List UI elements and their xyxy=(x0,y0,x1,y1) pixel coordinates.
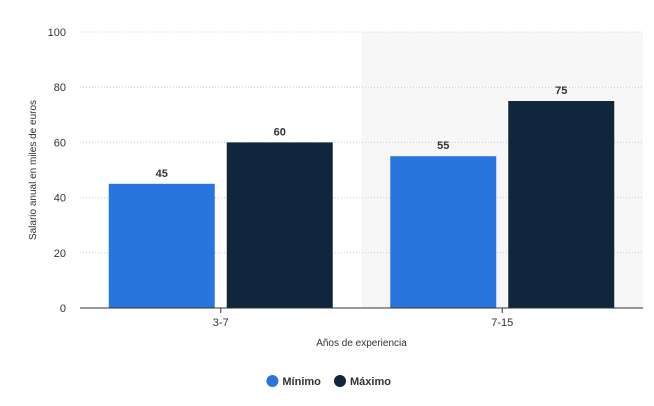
y-tick-label: 80 xyxy=(54,82,66,94)
legend-marker xyxy=(334,375,346,387)
bar-7-15-0[interactable] xyxy=(390,156,497,308)
bars xyxy=(108,101,615,308)
data-label: 45 xyxy=(156,168,168,180)
y-tick-label: 100 xyxy=(48,27,66,39)
x-tick-label: 3-7 xyxy=(213,317,229,329)
x-tick-label: 7-15 xyxy=(491,317,513,329)
x-axis-ticks: 3-7 7-15 xyxy=(213,308,513,329)
x-axis-title: Años de experiencia xyxy=(316,338,407,349)
y-axis-title: Salario anual en miles de euros xyxy=(28,100,39,240)
bar-3-7-0[interactable] xyxy=(108,183,215,308)
y-tick-label: 20 xyxy=(54,248,66,260)
legend-marker xyxy=(266,375,279,387)
legend-item-0[interactable]: Mínimo xyxy=(266,375,321,388)
legend-item-1[interactable]: Máximo xyxy=(334,375,391,388)
bar-3-7-1[interactable] xyxy=(226,142,333,308)
y-tick-label: 60 xyxy=(54,137,66,149)
y-tick-label: 40 xyxy=(54,193,66,205)
legend-label: Mínimo xyxy=(282,376,321,388)
data-label: 75 xyxy=(555,85,567,97)
y-tick-label: 0 xyxy=(60,303,66,315)
data-label: 55 xyxy=(437,140,449,152)
legend: Mínimo Máximo xyxy=(266,375,391,388)
legend-label: Máximo xyxy=(350,376,391,388)
y-axis-ticks: 0 20 40 60 80 100 xyxy=(48,27,66,315)
data-label: 60 xyxy=(274,126,286,138)
bar-7-15-1[interactable] xyxy=(508,101,615,308)
data-labels: 45 60 55 75 xyxy=(156,85,568,180)
